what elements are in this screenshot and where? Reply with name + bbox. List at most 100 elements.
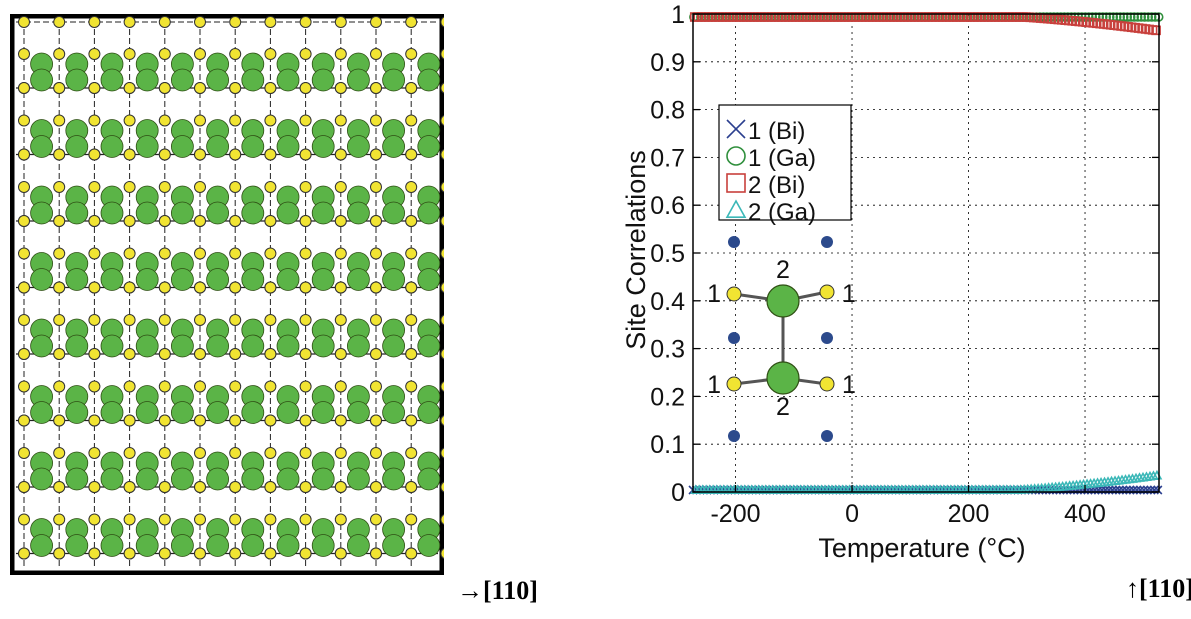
inset-site-label: 1 — [707, 280, 721, 308]
gallium-atom — [277, 535, 299, 557]
y-tick-label: 0.3 — [650, 336, 685, 364]
bismuth-atom — [195, 415, 206, 426]
gallium-atom — [418, 269, 440, 291]
bismuth-atom — [335, 17, 346, 28]
bismuth-atom — [124, 514, 135, 525]
gallium-atom — [136, 535, 158, 557]
bismuth-atom — [265, 149, 276, 160]
gallium-atom — [171, 69, 193, 91]
gallium-atom — [242, 69, 264, 91]
bismuth-atom — [19, 548, 30, 559]
bismuth-atom — [230, 381, 241, 392]
x-tick-label: 0 — [845, 500, 859, 528]
bismuth-atom — [195, 83, 206, 94]
bismuth-atom — [406, 149, 417, 160]
bismuth-atom — [335, 315, 346, 326]
bismuth-atom — [195, 115, 206, 126]
bismuth-atom — [406, 381, 417, 392]
legend-label: 2 (Ga) — [748, 199, 816, 226]
x-tick-label: -200 — [710, 500, 760, 528]
y-tick-label: 0.5 — [650, 240, 685, 268]
gallium-atom — [171, 335, 193, 357]
inset-site-label: 1 — [842, 371, 856, 399]
bismuth-atom — [54, 248, 65, 259]
bismuth-atom — [124, 115, 135, 126]
bismuth-atom — [371, 115, 382, 126]
gallium-atom — [383, 269, 405, 291]
bismuth-atom — [89, 49, 100, 60]
gallium-atom — [242, 269, 264, 291]
bismuth-atom — [124, 248, 135, 259]
gallium-atom — [207, 69, 229, 91]
bismuth-atom — [230, 448, 241, 459]
gallium-atom — [101, 202, 123, 224]
gallium-atom — [312, 69, 334, 91]
bismuth-atom — [335, 149, 346, 160]
bismuth-atom — [195, 448, 206, 459]
bismuth-atom — [406, 282, 417, 293]
gallium-atom — [101, 468, 123, 490]
bismuth-atom — [124, 482, 135, 493]
bismuth-atom — [19, 482, 30, 493]
bismuth-atom — [124, 149, 135, 160]
bismuth-atom — [54, 83, 65, 94]
inset-site-label: 1 — [707, 371, 721, 399]
gallium-atom — [136, 402, 158, 424]
bismuth-atom — [19, 49, 30, 60]
bismuth-atom — [265, 315, 276, 326]
bismuth-atom — [195, 482, 206, 493]
bismuth-atom — [54, 448, 65, 459]
gallium-atom — [277, 202, 299, 224]
bismuth-atom — [19, 282, 30, 293]
bismuth-atom — [371, 415, 382, 426]
bismuth-atom — [300, 49, 311, 60]
bismuth-atom — [89, 349, 100, 360]
bismuth-atom — [195, 182, 206, 193]
gallium-atom — [347, 136, 369, 158]
bismuth-atom — [19, 448, 30, 459]
gallium-atom — [347, 269, 369, 291]
inset-gallium-atom — [767, 285, 799, 317]
gallium-atom — [171, 468, 193, 490]
gallium-atom — [31, 136, 53, 158]
gallium-atom — [347, 535, 369, 557]
bismuth-atom — [300, 349, 311, 360]
y-tick-label: 0.1 — [650, 431, 685, 459]
bismuth-atom — [124, 381, 135, 392]
bismuth-atom — [265, 448, 276, 459]
inset-bismuth-atom — [727, 287, 741, 301]
bismuth-atom — [335, 282, 346, 293]
bismuth-atom — [19, 115, 30, 126]
bismuth-atom — [89, 514, 100, 525]
bismuth-atom — [300, 17, 311, 28]
x-tick-label: 200 — [948, 500, 990, 528]
site-inset-diagram: 2 2 1 1 1 1 — [707, 236, 856, 442]
bismuth-atom — [406, 216, 417, 227]
bismuth-atom — [265, 115, 276, 126]
bismuth-atom — [300, 548, 311, 559]
bismuth-atom — [371, 182, 382, 193]
bismuth-atom — [89, 216, 100, 227]
bismuth-atom — [300, 448, 311, 459]
bismuth-atom — [406, 415, 417, 426]
gallium-atom — [347, 402, 369, 424]
gallium-atom — [242, 335, 264, 357]
gallium-atom — [312, 136, 334, 158]
gallium-atom — [171, 202, 193, 224]
chart-series — [689, 13, 1163, 494]
gallium-atom — [347, 202, 369, 224]
inset-bismuth-atom — [727, 377, 741, 391]
bismuth-atom — [406, 83, 417, 94]
bismuth-atom — [124, 182, 135, 193]
bismuth-atom — [371, 315, 382, 326]
bismuth-atom — [406, 115, 417, 126]
bismuth-atom — [19, 514, 30, 525]
bismuth-atom — [371, 83, 382, 94]
gallium-atom — [207, 335, 229, 357]
bismuth-atom — [265, 349, 276, 360]
bismuth-atom — [124, 49, 135, 60]
bismuth-atom — [265, 182, 276, 193]
bismuth-atom — [406, 448, 417, 459]
bismuth-atom — [54, 149, 65, 160]
gallium-atom — [383, 69, 405, 91]
